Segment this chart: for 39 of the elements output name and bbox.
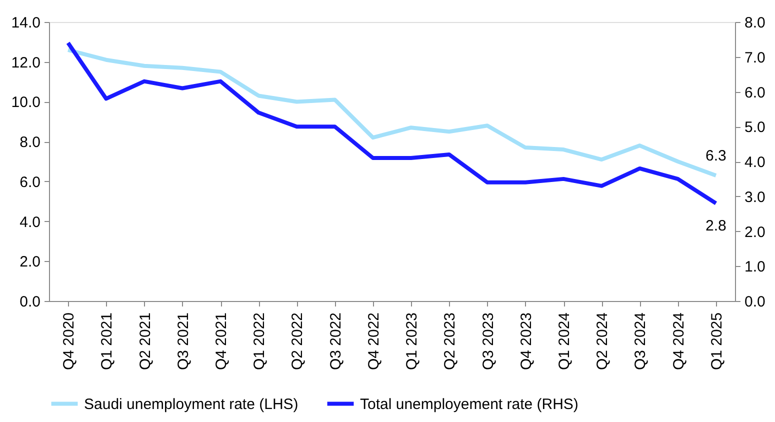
y2-tick-label: 2.0 <box>744 224 766 241</box>
y-tick-label: 12.0 <box>11 54 40 72</box>
y2-tick-label: 8.0 <box>744 14 766 32</box>
x-tick-label: Q2 2022 <box>289 312 306 370</box>
y-tick-label: 2.0 <box>20 254 40 271</box>
x-tick-label: Q1 2022 <box>251 312 268 370</box>
x-tick-label: Q4 2021 <box>213 312 230 370</box>
x-tick-label: Q4 2024 <box>670 312 688 370</box>
y2-tick-label: 1.0 <box>744 258 766 276</box>
x-tick-label: Q2 2023 <box>442 312 459 370</box>
y-tick-label: 10.0 <box>11 94 40 112</box>
x-tick-label: Q2 2024 <box>594 312 612 370</box>
y-tick-label: 8.0 <box>20 134 40 152</box>
y2-tick-label: 7.0 <box>744 49 766 66</box>
legend-label: Total unemployement rate (RHS) <box>360 396 578 413</box>
data-label: 2.8 <box>706 217 726 234</box>
y2-tick-label: 5.0 <box>744 119 766 136</box>
y2-tick-label: 4.0 <box>744 154 766 171</box>
x-tick-label: Q1 2025 <box>708 312 726 370</box>
x-tick-label: Q3 2022 <box>327 312 344 370</box>
x-tick-label: Q4 2020 <box>60 312 78 370</box>
legend-label: Saudi unemployment rate (LHS) <box>84 396 298 413</box>
x-tick-label: Q1 2024 <box>556 312 573 370</box>
y2-tick-label: 6.0 <box>744 84 766 102</box>
data-label: 6.3 <box>706 147 726 164</box>
y-tick-label: 14.0 <box>11 14 40 32</box>
y-tick-label: 4.0 <box>20 214 40 231</box>
x-tick-label: Q3 2021 <box>174 312 192 370</box>
y-tick-label: 6.0 <box>20 174 40 191</box>
x-tick-label: Q1 2023 <box>404 312 421 370</box>
x-tick-label: Q3 2024 <box>632 312 650 370</box>
x-tick-label: Q4 2022 <box>365 312 382 370</box>
y-tick-label: 0.0 <box>20 294 40 310</box>
x-tick-label: Q1 2021 <box>98 312 116 370</box>
x-tick-label: Q2 2021 <box>136 312 154 370</box>
y2-tick-label: 0.0 <box>744 294 766 310</box>
x-tick-label: Q3 2023 <box>480 312 497 370</box>
x-tick-label: Q4 2023 <box>518 312 535 370</box>
y2-tick-label: 3.0 <box>744 188 766 206</box>
